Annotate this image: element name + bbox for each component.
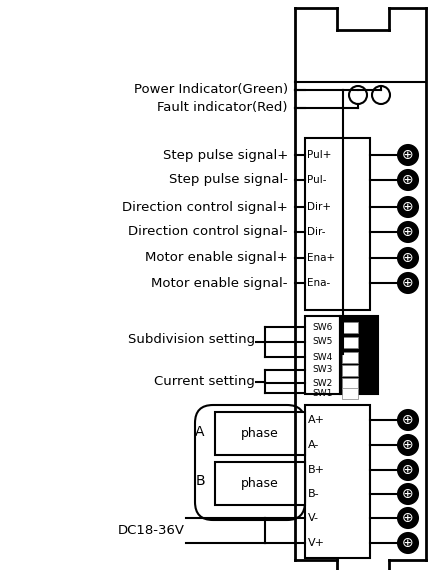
- Text: ⊕: ⊕: [401, 511, 413, 525]
- Text: ⊕: ⊕: [401, 487, 413, 501]
- Text: Motor enable signal-: Motor enable signal-: [151, 276, 287, 290]
- Text: 5: 5: [379, 337, 385, 347]
- Text: ⊕: ⊕: [401, 148, 413, 162]
- Text: Step pulse signal-: Step pulse signal-: [169, 173, 287, 186]
- Text: SW4: SW4: [312, 352, 332, 361]
- Text: SW6: SW6: [312, 323, 332, 332]
- Text: B+: B+: [307, 465, 324, 475]
- Text: ⊕: ⊕: [401, 463, 413, 477]
- Text: Fault indicator(Red): Fault indicator(Red): [157, 101, 287, 115]
- Text: Ena+: Ena+: [306, 253, 335, 263]
- FancyBboxPatch shape: [339, 316, 377, 394]
- Text: A: A: [195, 425, 204, 439]
- Text: Dir+: Dir+: [306, 202, 330, 212]
- FancyBboxPatch shape: [341, 352, 357, 363]
- Text: 2: 2: [379, 378, 385, 388]
- FancyBboxPatch shape: [304, 405, 369, 558]
- Text: Pul+: Pul+: [306, 150, 331, 160]
- Circle shape: [397, 410, 417, 430]
- Text: Current setting: Current setting: [154, 376, 255, 389]
- FancyBboxPatch shape: [215, 462, 304, 505]
- Circle shape: [371, 86, 389, 104]
- Text: 6: 6: [379, 323, 385, 332]
- Circle shape: [397, 484, 417, 504]
- FancyBboxPatch shape: [304, 316, 339, 394]
- FancyBboxPatch shape: [341, 388, 357, 398]
- Text: Dir-: Dir-: [306, 227, 325, 237]
- Circle shape: [348, 86, 366, 104]
- Circle shape: [397, 170, 417, 190]
- Text: 1: 1: [379, 389, 385, 397]
- Circle shape: [397, 273, 417, 293]
- Text: 3: 3: [379, 365, 385, 374]
- Text: Direction control signal+: Direction control signal+: [122, 201, 287, 214]
- Text: Step pulse signal+: Step pulse signal+: [163, 149, 287, 161]
- Text: B-: B-: [307, 489, 319, 499]
- Text: V+: V+: [307, 538, 324, 548]
- Circle shape: [397, 248, 417, 268]
- Text: phase: phase: [240, 477, 278, 490]
- Text: 4: 4: [379, 352, 385, 361]
- FancyBboxPatch shape: [194, 405, 304, 520]
- FancyBboxPatch shape: [341, 336, 357, 348]
- FancyBboxPatch shape: [341, 377, 357, 389]
- Text: SW3: SW3: [312, 365, 332, 374]
- Circle shape: [397, 533, 417, 553]
- Text: ⊕: ⊕: [401, 413, 413, 427]
- Text: SW1: SW1: [312, 389, 332, 397]
- Text: Motor enable signal+: Motor enable signal+: [145, 251, 287, 264]
- Text: ⊕: ⊕: [401, 251, 413, 265]
- Text: Pul-: Pul-: [306, 175, 326, 185]
- Text: ⊕: ⊕: [401, 276, 413, 290]
- Text: SW2: SW2: [312, 378, 332, 388]
- Text: A+: A+: [307, 415, 324, 425]
- Circle shape: [397, 435, 417, 455]
- Text: Ena-: Ena-: [306, 278, 329, 288]
- Text: phase: phase: [240, 427, 278, 440]
- Text: Power Indicator(Green): Power Indicator(Green): [134, 83, 287, 96]
- Circle shape: [397, 197, 417, 217]
- Text: ⊕: ⊕: [401, 225, 413, 239]
- FancyBboxPatch shape: [215, 412, 304, 455]
- Text: Subdivision setting: Subdivision setting: [128, 333, 255, 347]
- Circle shape: [397, 222, 417, 242]
- Text: ⊕: ⊕: [401, 536, 413, 550]
- Circle shape: [397, 460, 417, 480]
- Circle shape: [397, 145, 417, 165]
- Text: V-: V-: [307, 513, 318, 523]
- Text: ⊕: ⊕: [401, 173, 413, 187]
- Text: ⊕: ⊕: [401, 438, 413, 452]
- Text: ⊕: ⊕: [401, 200, 413, 214]
- Text: B: B: [195, 474, 204, 488]
- FancyBboxPatch shape: [341, 321, 357, 332]
- FancyBboxPatch shape: [304, 138, 369, 310]
- FancyBboxPatch shape: [341, 364, 357, 376]
- Circle shape: [397, 508, 417, 528]
- Text: Direction control signal-: Direction control signal-: [128, 226, 287, 238]
- Text: A-: A-: [307, 440, 319, 450]
- Text: SW5: SW5: [312, 337, 332, 347]
- Text: DC18-36V: DC18-36V: [118, 523, 184, 536]
